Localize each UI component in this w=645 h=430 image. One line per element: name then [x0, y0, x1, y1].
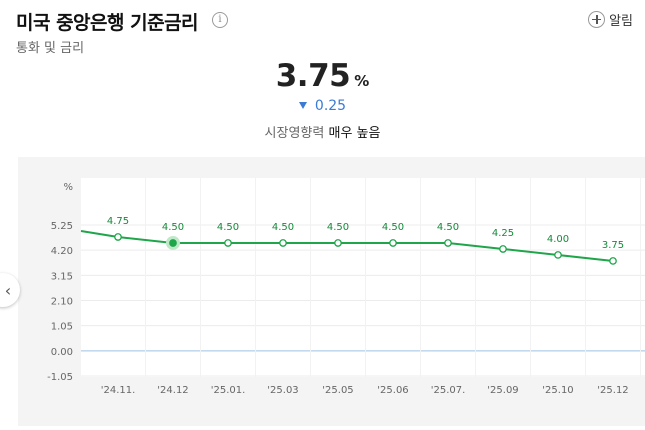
prev-button[interactable]: ‹	[0, 273, 20, 307]
y-tick-label: -1.05	[47, 372, 73, 383]
x-tick-label: '24.12	[157, 385, 188, 396]
data-label: 4.50	[437, 222, 459, 233]
y-tick-label: 5.25	[51, 221, 73, 232]
data-point	[444, 239, 452, 247]
plot-area	[81, 178, 645, 377]
impact-value: 매우 높음	[328, 126, 381, 141]
x-tick-label: '25.07.	[431, 385, 466, 396]
rate-value: 3.75	[275, 58, 351, 94]
data-point	[499, 245, 507, 253]
page-title: 미국 중앙은행 기준금리	[16, 12, 199, 34]
data-point	[279, 239, 287, 247]
y-tick-label: 2.10	[51, 297, 73, 308]
info-icon[interactable]: i	[212, 12, 228, 28]
x-tick-label: '24.11.	[101, 385, 136, 396]
alarm-label: 알림	[609, 13, 633, 29]
market-impact: 시장영향력 매우 높음	[0, 122, 645, 141]
rate-change: 0.25	[0, 98, 645, 114]
x-tick-label: '25.06	[377, 385, 408, 396]
data-point	[609, 257, 617, 265]
x-tick-label: '25.10	[542, 385, 573, 396]
plus-circle-icon	[588, 10, 606, 28]
data-label: 4.50	[382, 222, 404, 233]
alarm-button[interactable]: 알림	[588, 9, 633, 29]
y-tick-label: 4.20	[51, 246, 73, 257]
chevron-left-icon: ‹	[4, 280, 12, 300]
data-label: 4.25	[492, 228, 514, 239]
data-point	[224, 239, 232, 247]
data-point	[554, 251, 562, 259]
x-tick-label: '25.03	[267, 385, 298, 396]
rate-line-chart: 5.25 4.20 3.15 2.10 1.05 0.00 -1.05% 4.75 4.50 4.…	[47, 178, 645, 396]
chart-panel: 5.25 4.20 3.15 2.10 1.05 0.00 -1.05% 4.75 4.50 4.…	[18, 157, 645, 426]
x-tick-label: '25.05	[322, 385, 353, 396]
rate-change-value: 0.25	[314, 98, 347, 114]
data-label: 4.75	[107, 216, 129, 227]
data-point	[389, 239, 397, 247]
data-label: 4.00	[547, 234, 569, 245]
rate-unit: %	[354, 72, 370, 90]
y-tick-label: 1.05	[51, 322, 73, 333]
y-axis-unit: %	[63, 182, 73, 193]
impact-label: 시장영향력	[264, 126, 325, 141]
data-label: 3.75	[602, 240, 624, 251]
data-point	[114, 233, 122, 241]
data-label: 4.50	[217, 222, 239, 233]
x-tick-label: '25.12	[597, 385, 628, 396]
y-tick-label: 0.00	[51, 347, 73, 358]
data-label: 4.50	[272, 222, 294, 233]
y-tick-label: 3.15	[51, 271, 73, 282]
category-subtitle: 통화 및 금리	[16, 41, 85, 56]
current-rate: 3.75%	[0, 58, 645, 94]
x-tick-label: '25.01.	[211, 385, 246, 396]
data-label: 4.50	[162, 222, 184, 233]
data-point	[169, 239, 177, 247]
x-tick-label: '25.09	[487, 385, 518, 396]
data-point	[334, 239, 342, 247]
data-label: 4.50	[327, 222, 349, 233]
down-triangle-icon	[298, 102, 307, 109]
